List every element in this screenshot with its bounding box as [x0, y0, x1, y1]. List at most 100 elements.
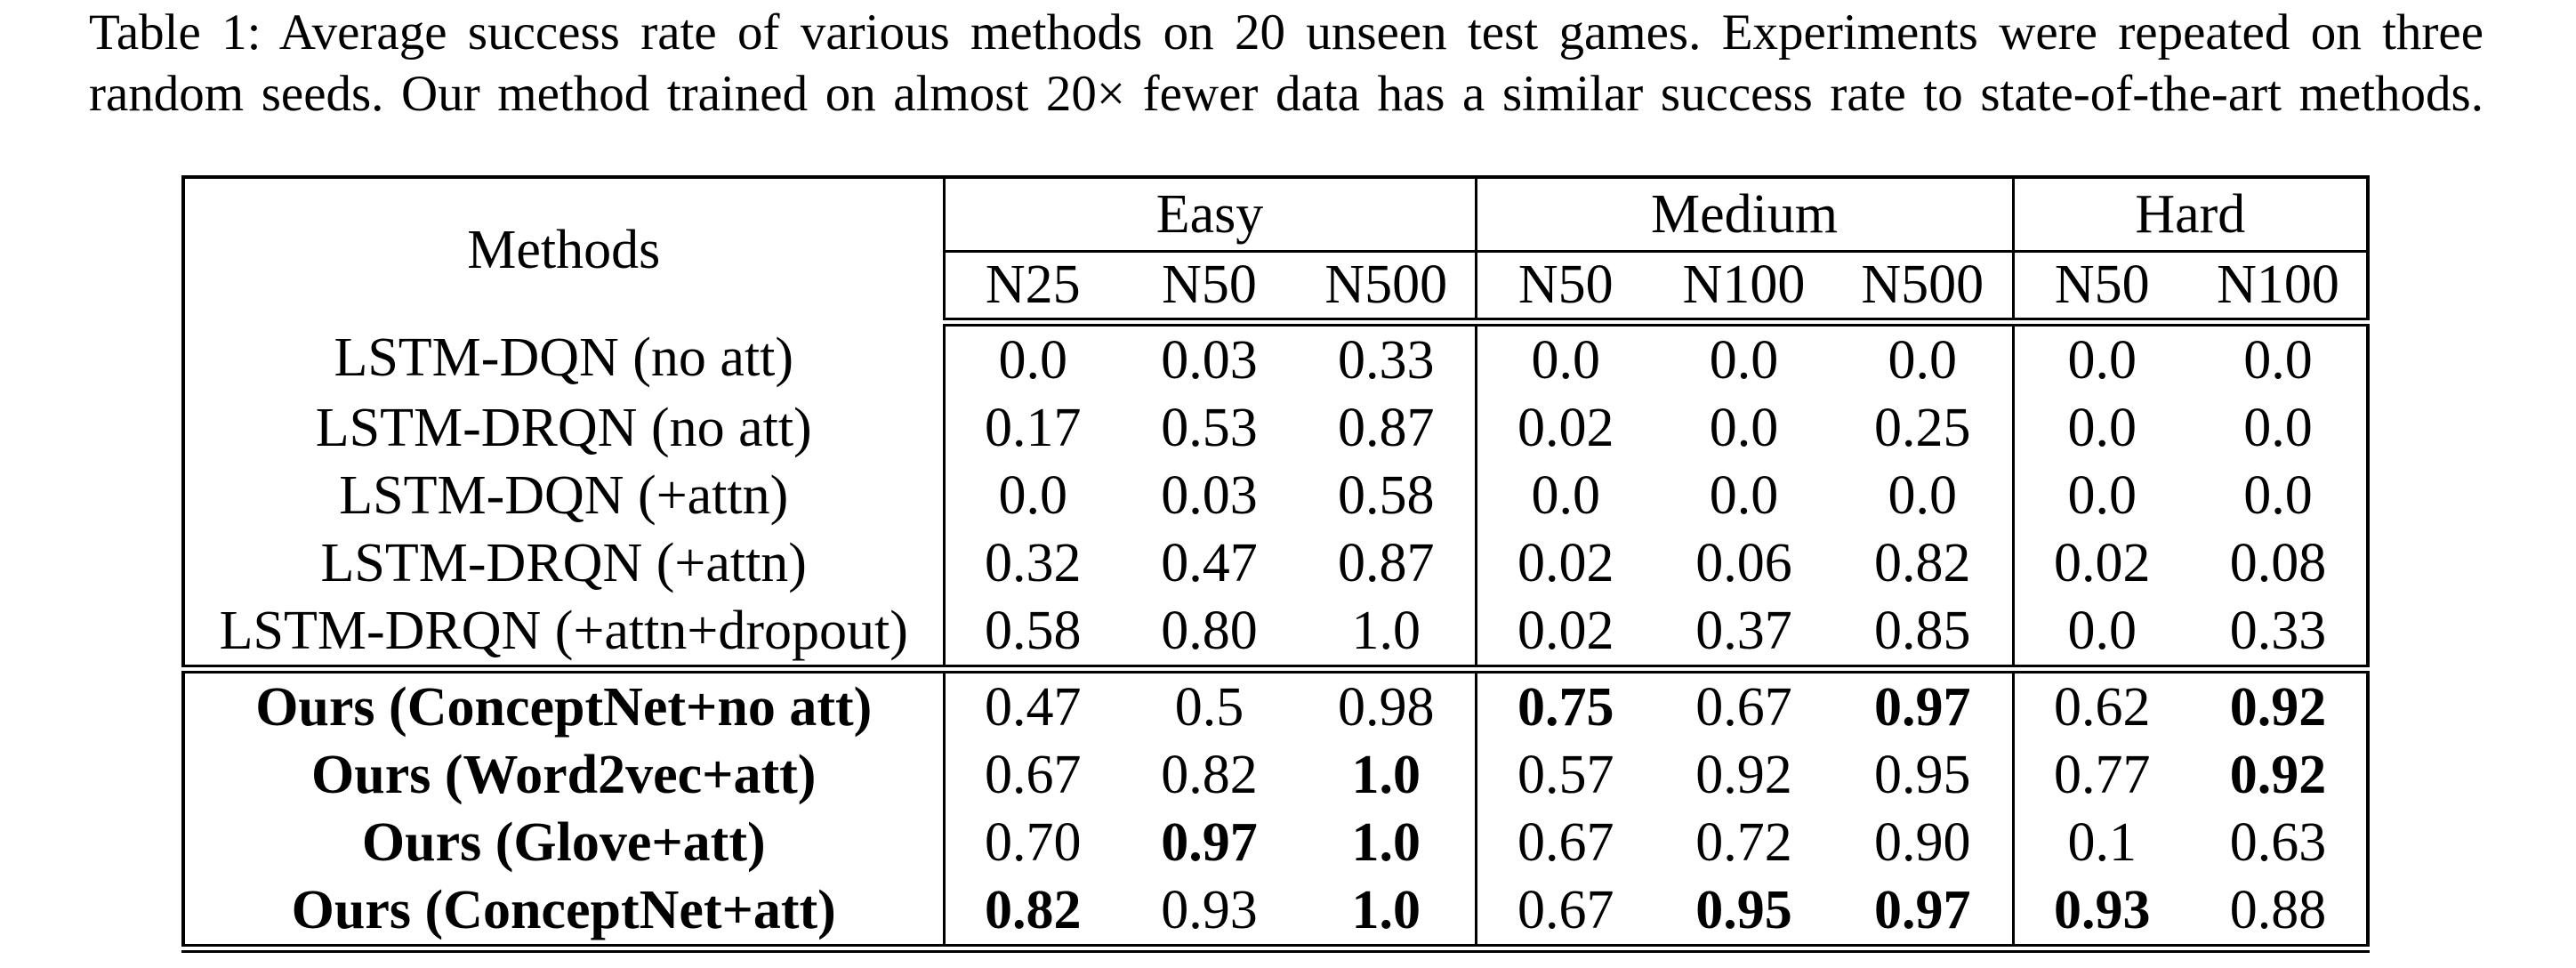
- value-cell-easy-n50: 0.82: [1161, 744, 1258, 805]
- value-cell-medium-n500: 0.95: [1874, 744, 1971, 805]
- value-cell-medium-n100: 0.06: [1695, 532, 1792, 593]
- value-cell-hard-n100: 0.92: [2229, 744, 2327, 805]
- table-row: LSTM-DRQN (+attn+dropout) 0.58 0.80 1.0 0.02…: [183, 597, 2368, 669]
- value-cell-hard-n100: 0.0: [2243, 464, 2313, 526]
- value-cell-medium-n500: 0.25: [1874, 397, 1971, 458]
- group-header-medium: Medium: [1474, 177, 2014, 253]
- value-cell-hard-n50: 0.0: [2011, 322, 2191, 394]
- value-cell-easy-n500: 1.0: [1351, 744, 1421, 805]
- method-name-cell: LSTM-DRQN (+attn): [320, 532, 807, 593]
- value-cell-hard-n50: 0.1: [2011, 809, 2191, 876]
- value-cell-medium-n100: 0.72: [1695, 811, 1792, 873]
- table-caption: Table 1: Average success rate of various…: [89, 2, 2483, 125]
- method-name-cell: Ours (ConceptNet+no att): [255, 676, 873, 738]
- value-cell-hard-n50: 0.0: [2011, 394, 2191, 462]
- subcolumn-header-medium-n100: N100: [1654, 251, 1834, 327]
- table-row: LSTM-DQN (+attn) 0.0 0.03 0.58 0.0 0.0 0.0 0.0 0…: [183, 462, 2368, 529]
- value-cell-medium-n50: 0.75: [1474, 669, 1655, 741]
- group-header-row: Methods Easy Medium Hard: [183, 177, 2369, 280]
- value-cell-easy-n500: 0.33: [1338, 329, 1435, 391]
- value-cell-medium-n50: 0.02: [1474, 529, 1655, 597]
- value-cell-easy-n25: 0.0: [942, 322, 1121, 394]
- caption-line-2: random seeds. Our method trained on almo…: [89, 66, 2483, 122]
- subcolumn-header-easy-n50: N50: [1121, 251, 1298, 327]
- value-cell-easy-n500: 1.0: [1351, 600, 1421, 661]
- value-cell-medium-n500: 0.97: [1874, 879, 1971, 940]
- value-cell-easy-n25: 0.17: [942, 394, 1121, 462]
- table-row: LSTM-DRQN (no att) 0.17 0.53 0.87 0.02 0.0 0.2…: [183, 394, 2368, 462]
- value-cell-medium-n50: 0.02: [1474, 597, 1655, 669]
- value-cell-hard-n100: 0.33: [2229, 600, 2327, 661]
- subcolumn-header-easy-n25: N25: [942, 251, 1121, 327]
- value-cell-easy-n500: 1.0: [1351, 811, 1421, 873]
- value-cell-hard-n100: 0.92: [2229, 676, 2327, 738]
- value-cell-hard-n50: 0.02: [2011, 529, 2191, 597]
- value-cell-medium-n500: 0.0: [1888, 329, 1958, 391]
- value-cell-easy-n50: 0.03: [1161, 329, 1258, 391]
- value-cell-easy-n25: 0.67: [942, 741, 1121, 809]
- value-cell-medium-n500: 0.85: [1874, 600, 1971, 661]
- baseline-methods-section: LSTM-DQN (no att) 0.0 0.03 0.33 0.0 0.0 0.0 0.0…: [183, 322, 2369, 669]
- method-name-cell: LSTM-DQN (+attn): [339, 464, 789, 526]
- subcolumn-header-medium-n50: N50: [1474, 251, 1655, 327]
- method-name-cell: Ours (Word2vec+att): [311, 744, 817, 805]
- method-name-cell: Ours (Glove+att): [361, 811, 766, 873]
- group-header-hard: Hard: [2011, 177, 2369, 253]
- value-cell-easy-n25: 0.0: [942, 462, 1121, 529]
- value-cell-easy-n25: 0.82: [942, 876, 1121, 948]
- value-cell-hard-n50: 0.0: [2011, 462, 2191, 529]
- subcolumn-header-medium-n500: N500: [1833, 251, 2014, 327]
- value-cell-medium-n50: 0.57: [1474, 741, 1655, 809]
- method-name-cell: LSTM-DQN (no att): [334, 327, 794, 388]
- value-cell-easy-n50: 0.53: [1161, 397, 1258, 458]
- value-cell-hard-n100: 0.0: [2243, 397, 2313, 458]
- value-cell-medium-n50: 0.0: [1474, 462, 1655, 529]
- value-cell-hard-n100: 0.88: [2229, 879, 2327, 940]
- value-cell-easy-n25: 0.70: [942, 809, 1121, 876]
- value-cell-hard-n50: 0.62: [2011, 669, 2191, 741]
- results-table: Methods Easy Medium Hard N25 N50 N500 N50 N1…: [181, 175, 2371, 953]
- table-row: LSTM-DRQN (+attn) 0.32 0.47 0.87 0.02 0.06 0.8…: [183, 529, 2368, 597]
- value-cell-medium-n50: 0.67: [1474, 809, 1655, 876]
- value-cell-medium-n100: 0.37: [1695, 600, 1792, 661]
- table-row: Ours (ConceptNet+no att) 0.47 0.5 0.98 0.75 0…: [183, 669, 2368, 741]
- methods-header: Methods: [467, 220, 661, 280]
- table-row: LSTM-DQN (no att) 0.0 0.03 0.33 0.0 0.0 0.0 0.0…: [183, 322, 2368, 394]
- subcolumn-header-easy-n500: N500: [1298, 251, 1477, 327]
- value-cell-medium-n100: 0.0: [1709, 329, 1779, 391]
- value-cell-easy-n50: 0.5: [1174, 676, 1244, 738]
- value-cell-easy-n500: 0.87: [1338, 532, 1435, 593]
- value-cell-hard-n50: 0.93: [2011, 876, 2191, 948]
- value-cell-hard-n100: 0.0: [2243, 329, 2313, 391]
- group-header-easy: Easy: [942, 177, 1477, 253]
- value-cell-easy-n25: 0.32: [942, 529, 1121, 597]
- value-cell-easy-n500: 0.58: [1338, 464, 1435, 526]
- subcolumn-header-hard-n50: N50: [2011, 251, 2191, 327]
- method-name-cell: Ours (ConceptNet+att): [291, 879, 836, 940]
- subcolumn-header-row: N25 N50 N500 N50 N100 N500 N50 N100: [183, 251, 2369, 327]
- value-cell-medium-n50: 0.02: [1474, 394, 1655, 462]
- value-cell-medium-n500: 0.0: [1888, 464, 1958, 526]
- caption-line-1: Table 1: Average success rate of various…: [89, 4, 2483, 60]
- table-row: Ours (ConceptNet+att) 0.82 0.93 1.0 0.67 0.95…: [183, 876, 2368, 948]
- value-cell-medium-n100: 0.67: [1695, 676, 1792, 738]
- value-cell-easy-n25: 0.58: [942, 597, 1121, 669]
- value-cell-easy-n50: 0.47: [1161, 532, 1258, 593]
- value-cell-medium-n500: 0.90: [1874, 811, 1971, 873]
- value-cell-medium-n50: 0.0: [1474, 322, 1655, 394]
- value-cell-medium-n500: 0.97: [1874, 676, 1971, 738]
- ours-methods-section: Ours (ConceptNet+no att) 0.47 0.5 0.98 0.75 0…: [183, 669, 2368, 948]
- method-name-cell: LSTM-DRQN (no att): [315, 397, 812, 458]
- value-cell-easy-n25: 0.47: [942, 669, 1121, 741]
- value-cell-medium-n500: 0.82: [1874, 532, 1971, 593]
- value-cell-easy-n50: 0.80: [1161, 600, 1258, 661]
- value-cell-easy-n50: 0.97: [1161, 811, 1258, 873]
- value-cell-medium-n100: 0.0: [1709, 397, 1779, 458]
- value-cell-easy-n500: 0.87: [1338, 397, 1435, 458]
- value-cell-hard-n100: 0.63: [2229, 811, 2327, 873]
- value-cell-hard-n50: 0.77: [2011, 741, 2191, 809]
- table-row: Ours (Word2vec+att) 0.67 0.82 1.0 0.57 0.92 0.…: [183, 741, 2368, 809]
- method-name-cell: LSTM-DRQN (+attn+dropout): [219, 600, 908, 661]
- value-cell-hard-n50: 0.0: [2011, 597, 2191, 669]
